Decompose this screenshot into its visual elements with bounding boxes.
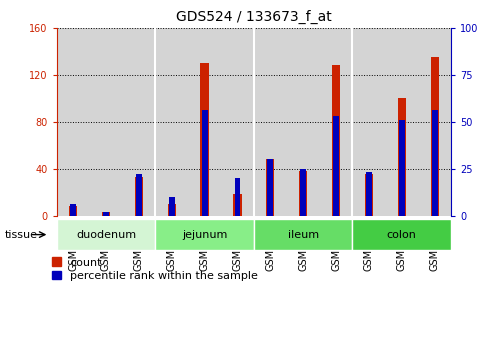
Bar xyxy=(155,219,254,250)
Bar xyxy=(352,28,386,216)
Bar xyxy=(398,98,406,216)
Bar xyxy=(299,171,307,216)
Bar xyxy=(319,28,352,216)
Title: GDS524 / 133673_f_at: GDS524 / 133673_f_at xyxy=(176,10,332,24)
Bar xyxy=(254,28,287,216)
Bar xyxy=(122,28,155,216)
Bar xyxy=(57,219,155,250)
Text: duodenum: duodenum xyxy=(76,230,136,239)
Bar xyxy=(136,174,142,216)
Bar xyxy=(266,159,275,216)
Bar xyxy=(202,110,208,216)
Bar xyxy=(169,197,175,216)
Text: tissue: tissue xyxy=(5,230,38,239)
Text: ileum: ileum xyxy=(287,230,319,239)
Bar xyxy=(221,28,254,216)
Bar xyxy=(418,28,451,216)
Legend: count, percentile rank within the sample: count, percentile rank within the sample xyxy=(52,257,258,281)
Bar xyxy=(332,65,340,216)
Bar xyxy=(201,63,209,216)
Text: colon: colon xyxy=(387,230,417,239)
Bar xyxy=(430,57,439,216)
Bar xyxy=(233,195,242,216)
Bar xyxy=(155,28,188,216)
Bar xyxy=(352,219,451,250)
Bar xyxy=(168,204,176,216)
Bar xyxy=(90,28,122,216)
Bar xyxy=(287,28,319,216)
Bar xyxy=(235,178,241,216)
Bar xyxy=(365,175,373,216)
Bar xyxy=(399,120,405,216)
Bar xyxy=(267,159,273,216)
Bar xyxy=(69,206,77,216)
Bar xyxy=(188,28,221,216)
Bar xyxy=(70,204,76,216)
Bar xyxy=(102,212,110,216)
Bar xyxy=(103,212,109,216)
Text: jejunum: jejunum xyxy=(182,230,227,239)
Bar xyxy=(432,110,438,216)
Bar xyxy=(333,116,339,216)
Bar xyxy=(366,172,372,216)
Bar xyxy=(254,219,352,250)
Bar xyxy=(386,28,418,216)
Bar xyxy=(57,28,90,216)
Bar xyxy=(135,177,143,216)
Bar xyxy=(300,169,306,216)
